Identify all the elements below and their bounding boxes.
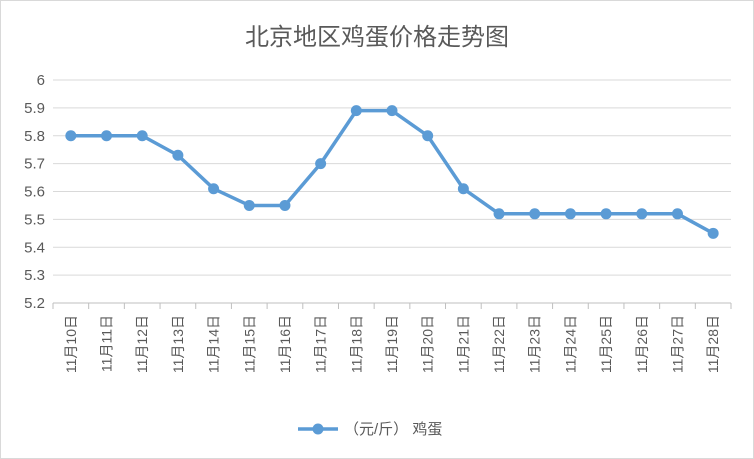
y-tick-label: 5.9 [24, 100, 45, 117]
data-point [279, 199, 291, 211]
data-point [600, 208, 612, 220]
data-point [243, 199, 255, 211]
x-tick-label: 11月21日 [455, 315, 471, 373]
data-point [315, 158, 327, 170]
series-layer [65, 105, 719, 239]
y-tick-label: 5.4 [24, 239, 45, 256]
y-tick-label: 5.8 [24, 128, 45, 145]
x-tick-label: 11月11日 [99, 315, 115, 372]
data-point [707, 227, 719, 239]
y-tick-label: 5.2 [24, 295, 45, 312]
x-tick-label: 11月28日 [705, 315, 721, 373]
x-tick-label: 11月13日 [170, 315, 186, 373]
data-point [457, 183, 469, 195]
series-line [69, 108, 715, 236]
y-tick-label: 5.5 [24, 211, 45, 228]
data-point [208, 183, 220, 195]
data-point [350, 105, 362, 117]
data-point [101, 130, 113, 142]
y-tick-label: 5.3 [24, 267, 45, 284]
data-point [422, 130, 434, 142]
x-tick-label: 11月27日 [669, 315, 685, 373]
x-tick-label: 11月10日 [63, 315, 79, 373]
x-tick-label: 11月23日 [527, 315, 543, 373]
y-tick-label: 5.7 [24, 156, 45, 173]
y-axis-ticks: 5.2 5.3 5.4 5.5 5.6 5.7 5.8 5.9 6 [24, 72, 45, 312]
x-tick-label: 11月25日 [598, 315, 614, 373]
x-tick-label: 11月17日 [313, 315, 329, 373]
x-tick-label: 11月12日 [134, 315, 150, 373]
x-tick-label: 11月18日 [348, 315, 364, 373]
legend-marker [312, 423, 324, 435]
x-tick-label: 11月16日 [277, 315, 293, 373]
data-point [136, 130, 148, 142]
x-tick-label: 11月24日 [562, 315, 578, 373]
chart-title: 北京地区鸡蛋价格走势图 [245, 24, 509, 51]
data-point [564, 208, 576, 220]
x-tick-label: 11月19日 [384, 315, 400, 373]
data-point [386, 105, 398, 117]
x-axis-ticks: 11月10日 11月11日 11月12日 11月13日 11月14日 11月15日 11月1… [63, 315, 721, 373]
legend-label: （元/斤） 鸡蛋 [344, 421, 442, 438]
data-point [636, 208, 648, 220]
y-tick-label: 5.6 [24, 184, 45, 201]
data-point [65, 130, 77, 142]
data-point [529, 208, 541, 220]
x-tick-label: 11月14日 [206, 315, 222, 373]
x-tick-label: 11月22日 [491, 315, 507, 373]
data-point [172, 149, 184, 161]
legend: （元/斤） 鸡蛋 [298, 421, 442, 438]
grid-lines [52, 79, 732, 309]
x-tick-label: 11月15日 [241, 315, 257, 373]
data-point [493, 208, 505, 220]
data-point [671, 208, 683, 220]
y-tick-label: 6 [37, 72, 45, 89]
x-tick-label: 11月26日 [634, 315, 650, 373]
x-tick-label: 11月20日 [420, 315, 436, 373]
